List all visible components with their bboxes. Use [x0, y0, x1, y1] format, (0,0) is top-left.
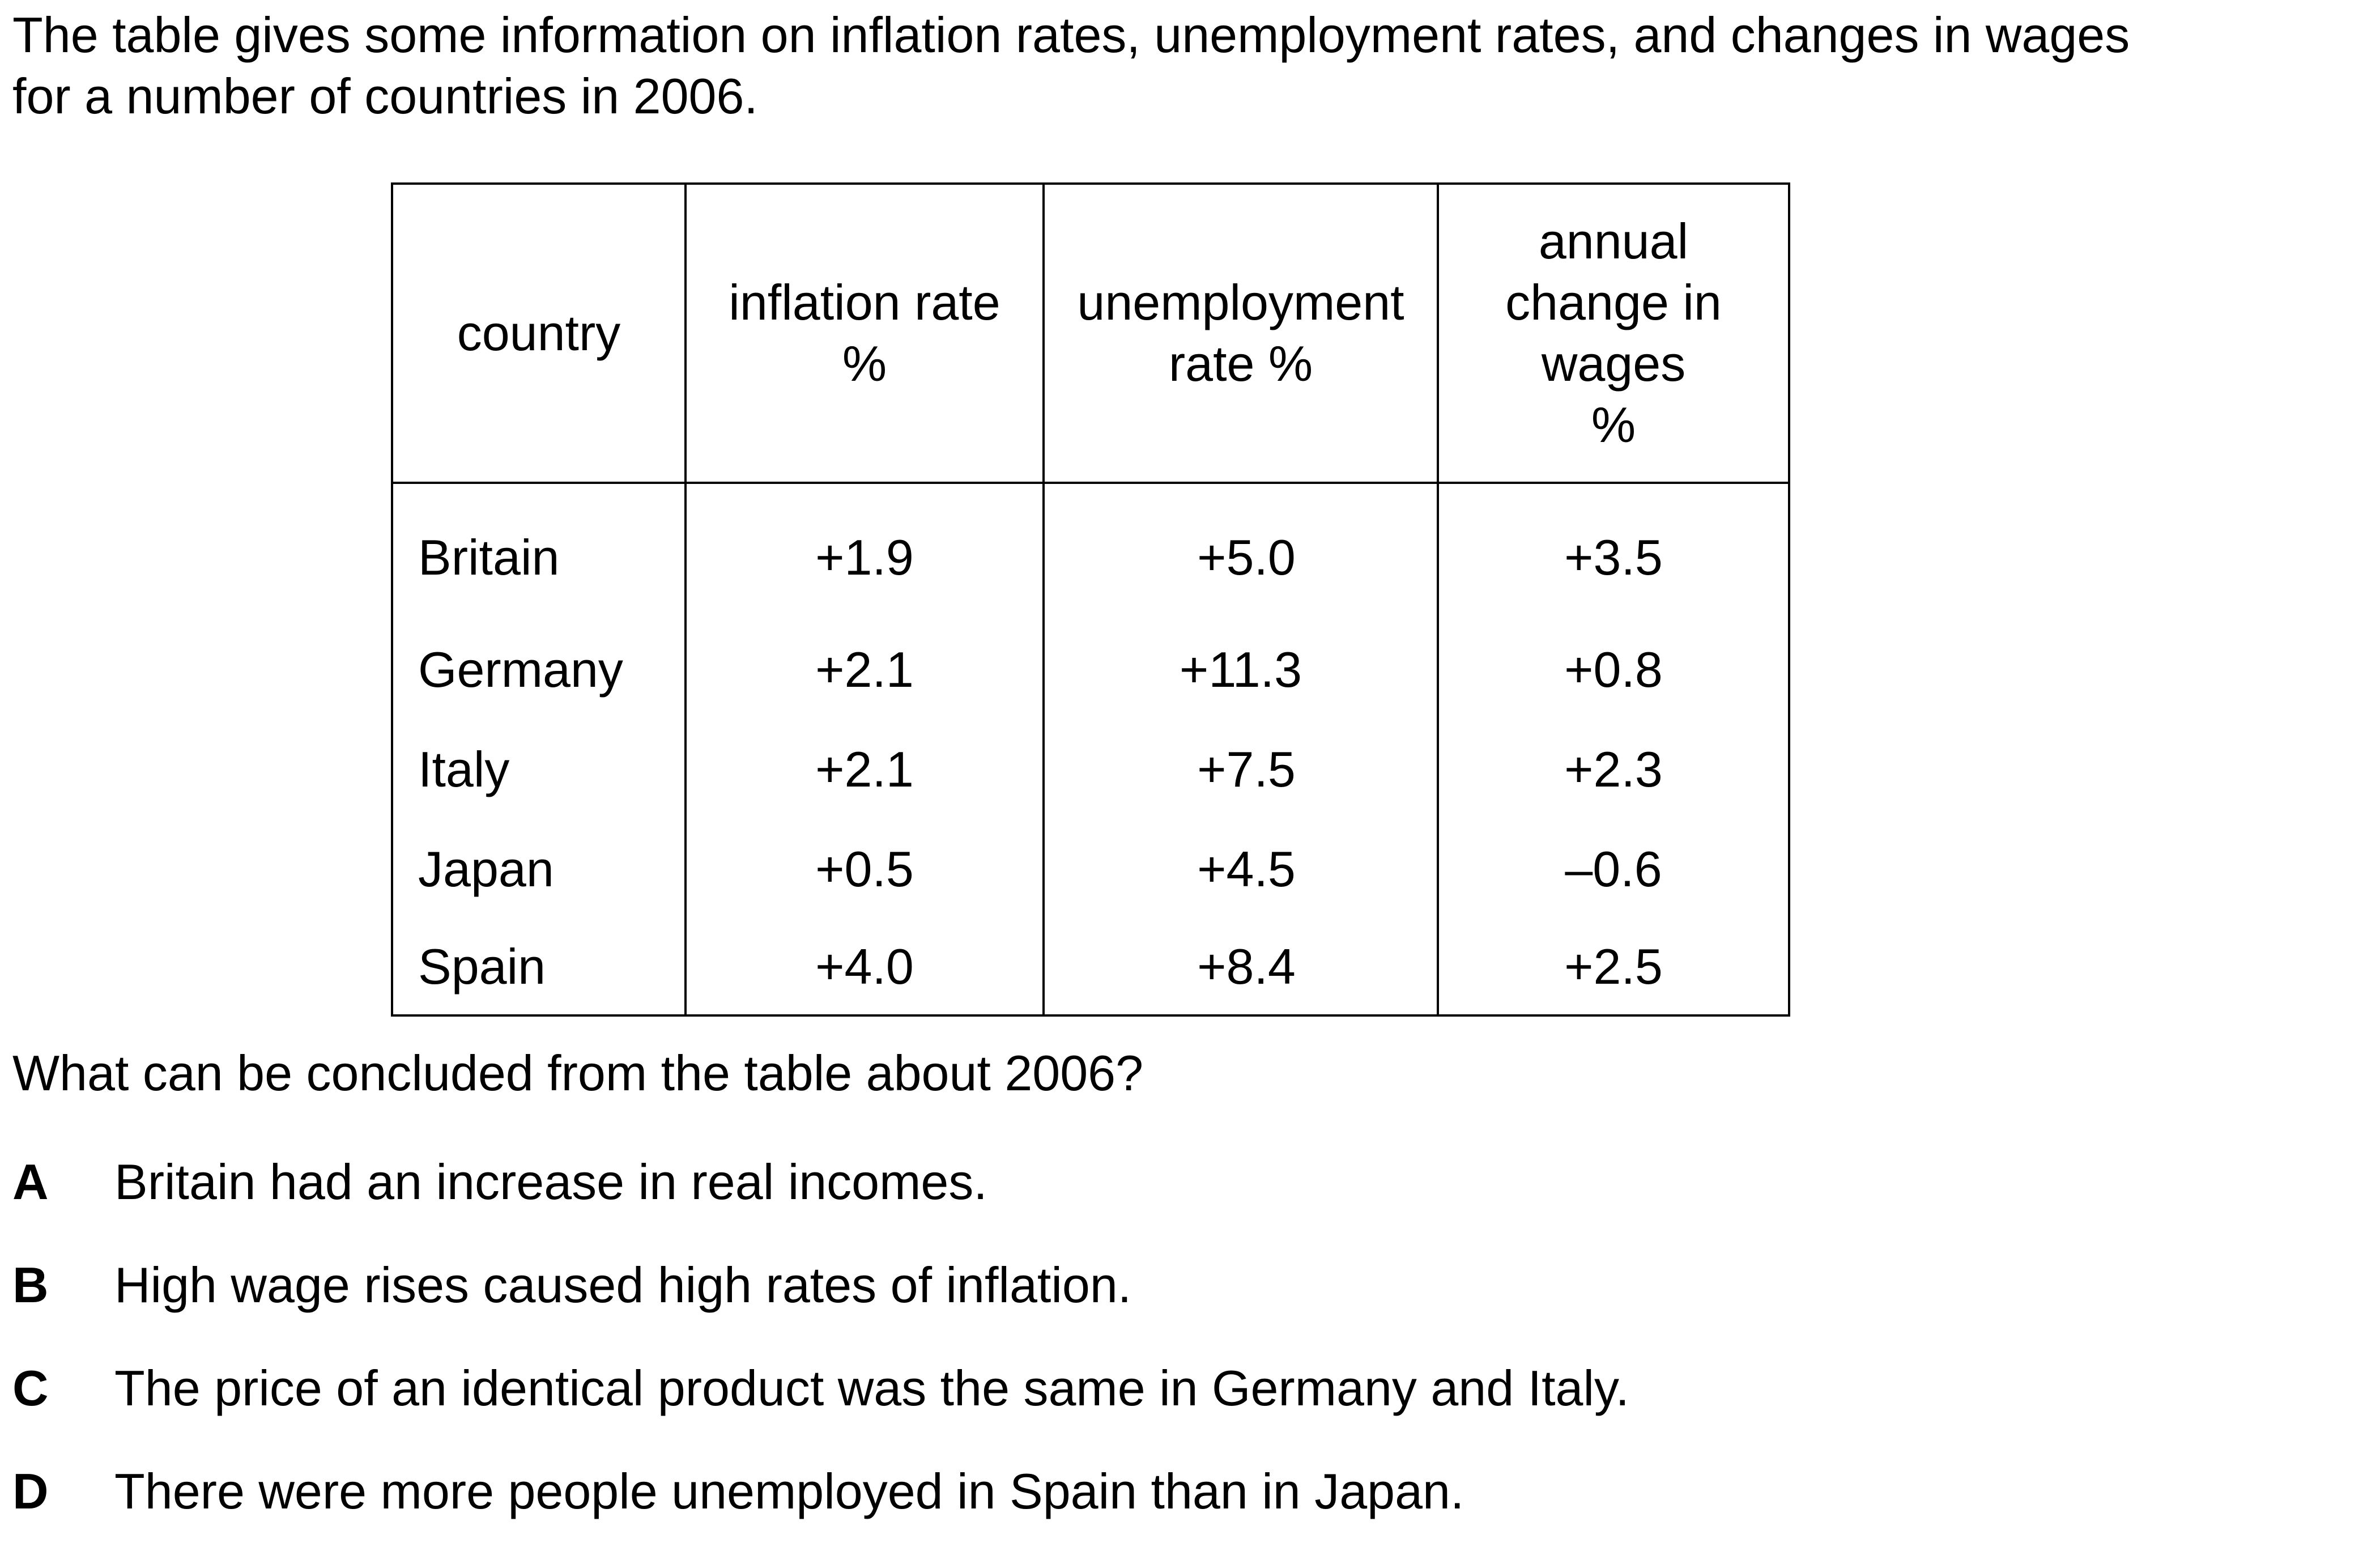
header-line: change in	[1505, 274, 1722, 330]
cell-unemployment: +11.3	[1042, 620, 1439, 720]
cell-country: Germany	[391, 620, 687, 720]
cell-country: Italy	[391, 720, 687, 819]
option-letter: C	[12, 1360, 49, 1416]
header-line: annual	[1538, 213, 1689, 269]
cell-wages: +3.5	[1437, 483, 1790, 620]
header-line: inflation rate	[729, 274, 1000, 330]
option-text: There were more people unemployed in Spa…	[114, 1463, 1464, 1519]
option-c[interactable]: C The price of an identical product was …	[12, 1358, 1629, 1461]
option-letter: D	[12, 1463, 49, 1519]
cell-country: Japan	[391, 819, 687, 919]
table-row: Germany +2.1 +11.3 +0.8	[391, 620, 1790, 720]
table-header-row: country inflation rate % unemployment ra…	[391, 182, 1790, 484]
cell-inflation: +2.1	[684, 620, 1045, 720]
cell-inflation: +4.0	[684, 919, 1045, 1017]
cell-unemployment: +8.4	[1042, 919, 1439, 1017]
cell-wages: +2.3	[1437, 720, 1790, 819]
option-text: High wage rises caused high rates of inf…	[114, 1257, 1132, 1313]
table-row: Italy +2.1 +7.5 +2.3	[391, 720, 1790, 819]
answer-options: A Britain had an increase in real income…	[12, 1151, 1629, 1564]
option-letter: B	[12, 1257, 49, 1313]
cell-unemployment: +5.0	[1042, 483, 1439, 620]
header-line: wages	[1541, 335, 1686, 392]
option-d[interactable]: D There were more people unemployed in S…	[12, 1461, 1629, 1564]
intro-line: for a number of countries in 2006.	[12, 68, 758, 124]
header-line: country	[457, 305, 621, 361]
header-line: rate %	[1168, 335, 1313, 392]
cell-unemployment: +7.5	[1042, 720, 1439, 819]
cell-inflation: +0.5	[684, 819, 1045, 919]
table-row: Japan +0.5 +4.5 –0.6	[391, 819, 1790, 919]
cell-wages: –0.6	[1437, 819, 1790, 919]
cell-wages: +0.8	[1437, 620, 1790, 720]
cell-inflation: +1.9	[684, 483, 1045, 620]
header-wage-change: annual change in wages %	[1437, 182, 1790, 484]
header-inflation-rate: inflation rate %	[684, 182, 1045, 484]
intro-line: The table gives some information on infl…	[12, 7, 2130, 63]
table-row: Spain +4.0 +8.4 +2.5	[391, 919, 1790, 1017]
option-b[interactable]: B High wage rises caused high rates of i…	[12, 1255, 1629, 1358]
cell-inflation: +2.1	[684, 720, 1045, 819]
cell-wages: +2.5	[1437, 919, 1790, 1017]
cell-country: Britain	[391, 483, 687, 620]
option-text: The price of an identical product was th…	[114, 1360, 1629, 1416]
cell-unemployment: +4.5	[1042, 819, 1439, 919]
question-text: What can be concluded from the table abo…	[12, 1045, 1144, 1101]
table-row: Britain +1.9 +5.0 +3.5	[391, 483, 1790, 620]
option-text: Britain had an increase in real incomes.	[114, 1154, 987, 1210]
data-table: country inflation rate % unemployment ra…	[391, 182, 1790, 1017]
header-line: %	[1591, 397, 1636, 453]
header-line: %	[842, 335, 887, 392]
option-letter: A	[12, 1154, 49, 1210]
option-a[interactable]: A Britain had an increase in real income…	[12, 1151, 1629, 1255]
header-country: country	[391, 182, 687, 484]
header-unemployment-rate: unemployment rate %	[1042, 182, 1439, 484]
intro-text: The table gives some information on infl…	[12, 5, 2335, 127]
cell-country: Spain	[391, 919, 687, 1017]
header-line: unemployment	[1077, 274, 1404, 330]
